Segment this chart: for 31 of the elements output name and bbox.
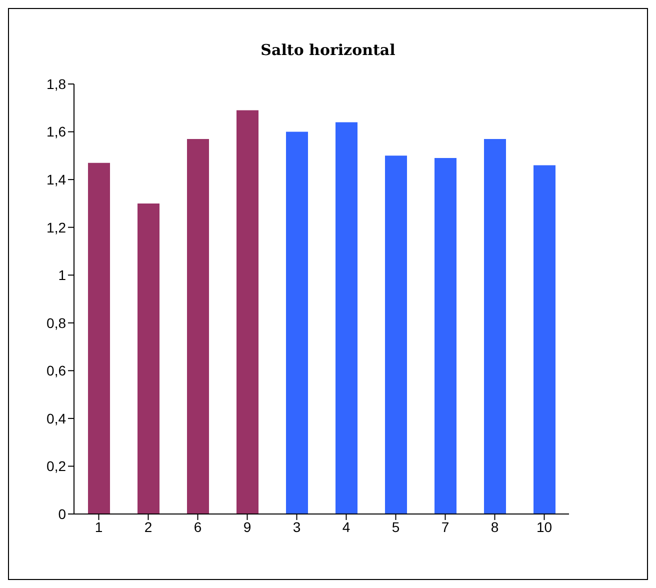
bar (534, 165, 556, 514)
y-tick-label: 0,8 (46, 314, 66, 331)
chart-title: Salto horizontal (260, 41, 396, 59)
y-tick-label: 0,4 (46, 410, 66, 426)
y-tick-label: 1,8 (46, 76, 66, 92)
x-tick-label: 10 (536, 518, 552, 535)
bar (434, 158, 456, 514)
x-tick-label: 8 (490, 518, 499, 535)
y-tick-label: 0,6 (46, 362, 66, 379)
x-tick-label: 6 (194, 518, 202, 535)
bar (88, 162, 110, 514)
x-tick-label: 2 (144, 518, 152, 535)
bar (484, 138, 506, 514)
bar (138, 203, 160, 514)
y-tick-label: 1,2 (46, 219, 66, 236)
y-tick-label: 1,4 (46, 172, 66, 188)
y-tick-label: 1 (58, 267, 66, 284)
x-tick-label: 9 (243, 518, 252, 535)
y-tick-label: 0 (58, 506, 66, 522)
bar (236, 110, 258, 514)
bar (385, 156, 407, 514)
bar (336, 122, 358, 514)
bar (187, 138, 209, 514)
x-tick-label: 1 (94, 518, 103, 535)
x-tick-label: 7 (441, 518, 450, 535)
bar (286, 132, 308, 514)
y-tick-label: 0,2 (46, 458, 66, 474)
y-tick-label: 1,6 (46, 124, 66, 140)
x-tick-label: 3 (292, 518, 301, 535)
x-tick-label: 4 (342, 518, 350, 535)
x-tick-label: 5 (392, 518, 400, 535)
